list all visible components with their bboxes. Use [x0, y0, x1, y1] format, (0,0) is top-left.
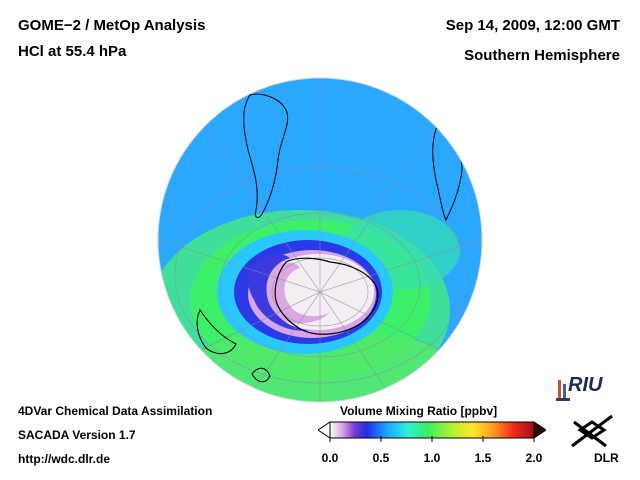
riu-logo-icon — [556, 380, 570, 401]
map-region: Southern Hemisphere — [464, 47, 620, 64]
colorbar-title: Volume Mixing Ratio [ppbv] — [340, 404, 498, 418]
colorbar-tick-label: 1.5 — [474, 451, 492, 465]
map-datetime: Sep 14, 2009, 12:00 GMT — [445, 17, 620, 34]
colorbar-tick-label: 0.0 — [321, 451, 339, 465]
colorbar-tick-label: 1.0 — [423, 451, 441, 465]
colorbar-tick-label: 2.0 — [525, 451, 543, 465]
footer-line-2: SACADA Version 1.7 — [18, 428, 136, 442]
colorbar-min-arrow — [318, 421, 331, 439]
colorbar — [318, 421, 546, 442]
map-subtitle: HCl at 55.4 hPa — [18, 43, 127, 60]
riu-logo-text: RIU — [568, 374, 603, 396]
map-title: GOME−2 / MetOp Analysis — [18, 17, 206, 34]
dlr-logo-icon — [571, 414, 613, 448]
footer-line-1: 4DVar Chemical Data Assimilation — [18, 404, 213, 418]
dlr-logo-text: DLR — [594, 451, 619, 465]
colorbar-tick-label: 0.5 — [372, 451, 390, 465]
colorbar-max-arrow — [533, 421, 546, 439]
footer-url: http://wdc.dlr.de — [18, 452, 110, 466]
